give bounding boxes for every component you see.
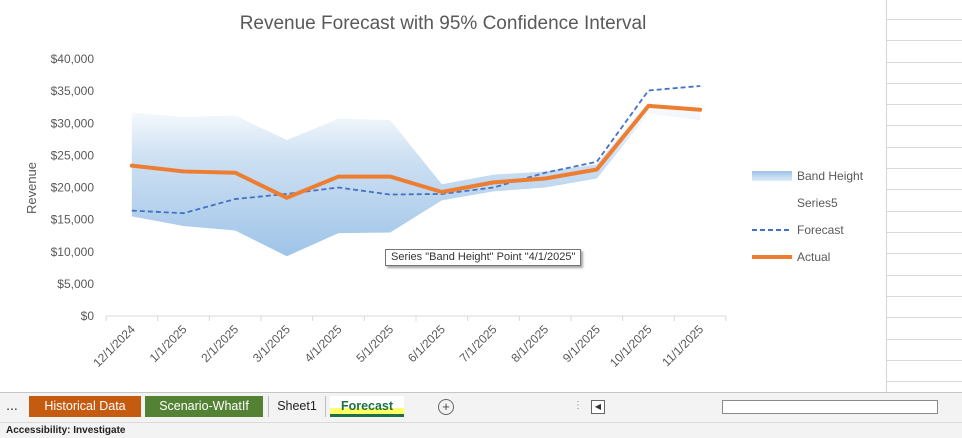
x-tick-label: 12/1/2024 xyxy=(90,322,138,370)
sheet-tabs-bar: ... Historical Data Scenario-WhatIf Shee… xyxy=(0,392,962,423)
y-tick-label: $15,000 xyxy=(51,213,95,227)
grid-line xyxy=(886,296,962,297)
grid-line xyxy=(886,125,962,126)
grid-line xyxy=(886,381,962,382)
legend-actual-swatch xyxy=(752,255,792,259)
y-tick-label: $25,000 xyxy=(51,148,95,162)
tab-forecast[interactable]: Forecast xyxy=(330,396,404,417)
worksheet-grid[interactable] xyxy=(886,0,962,392)
tab-sheet1[interactable]: Sheet1 xyxy=(268,396,326,417)
actual-line xyxy=(129,103,703,200)
add-sheet-icon[interactable]: + xyxy=(438,399,454,415)
scroll-left-icon[interactable]: ◀ xyxy=(591,400,605,414)
x-tick-label: 8/1/2025 xyxy=(508,322,551,365)
y-tick-label: $20,000 xyxy=(51,181,95,195)
y-tick-label: $40,000 xyxy=(51,52,95,66)
chart-tooltip: Series "Band Height" Point "4/1/2025" xyxy=(385,249,582,266)
grid-line xyxy=(886,253,962,254)
horizontal-scrollbar[interactable] xyxy=(722,400,938,414)
x-tick-label: 10/1/2025 xyxy=(607,322,655,370)
legend-label-actual: Actual xyxy=(797,250,831,264)
legend-label-band: Band Height xyxy=(797,169,864,183)
tab-historical-data[interactable]: Historical Data xyxy=(29,396,141,417)
y-tick-label: $30,000 xyxy=(51,116,95,130)
y-tick-label: $10,000 xyxy=(51,245,95,259)
grid-line xyxy=(886,339,962,340)
grid-line xyxy=(886,83,962,84)
grid-line xyxy=(886,360,962,361)
confidence-band xyxy=(131,100,701,257)
x-tick-label: 7/1/2025 xyxy=(457,322,500,365)
chart-plot[interactable]: Revenue $0 $5,000 $10,000 $15,000 $20,000 $25,… xyxy=(0,0,886,392)
grid-line xyxy=(886,168,962,169)
grid-line xyxy=(886,40,962,41)
status-bar: Accessibility: Investigate xyxy=(0,422,962,438)
x-tick-label: 3/1/2025 xyxy=(250,322,293,365)
y-tick-label: $0 xyxy=(81,309,95,323)
y-tick-label: $5,000 xyxy=(57,277,94,291)
grid-line xyxy=(886,232,962,233)
grid-line xyxy=(886,19,962,20)
more-sheets-button[interactable]: ... xyxy=(6,397,18,413)
accessibility-status[interactable]: Accessibility: Investigate xyxy=(6,425,126,436)
y-axis-title: Revenue xyxy=(24,162,39,214)
chart-title: Revenue Forecast with 95% Confidence Int… xyxy=(239,13,647,34)
grid-line xyxy=(886,211,962,212)
x-tick-label: 9/1/2025 xyxy=(560,322,603,365)
grid-line xyxy=(886,62,962,63)
forecast-line xyxy=(131,85,701,215)
x-tick-label: 2/1/2025 xyxy=(198,322,241,365)
grid-line xyxy=(886,275,962,276)
tab-scenario-whatif[interactable]: Scenario-WhatIf xyxy=(145,396,263,417)
x-tick-label: 4/1/2025 xyxy=(302,322,345,365)
x-tick-label: 11/1/2025 xyxy=(659,322,706,369)
grid-line xyxy=(886,147,962,148)
grid-line xyxy=(886,189,962,190)
legend-band-swatch xyxy=(752,171,792,181)
chart-area[interactable]: Revenue Forecast with 95% Confidence Int… xyxy=(0,0,887,392)
legend-label-forecast: Forecast xyxy=(797,223,844,237)
tab-splitter-handle[interactable]: ⋮ xyxy=(573,400,583,411)
grid-line xyxy=(886,317,962,318)
x-tick-label: 6/1/2025 xyxy=(405,322,448,365)
y-tick-label: $35,000 xyxy=(51,84,95,98)
legend-forecast-swatch xyxy=(752,229,792,231)
grid-line xyxy=(886,104,962,105)
x-tick-label: 5/1/2025 xyxy=(353,322,396,365)
legend-label-series5: Series5 xyxy=(797,196,838,210)
x-tick-label: 1/1/2025 xyxy=(147,322,190,365)
